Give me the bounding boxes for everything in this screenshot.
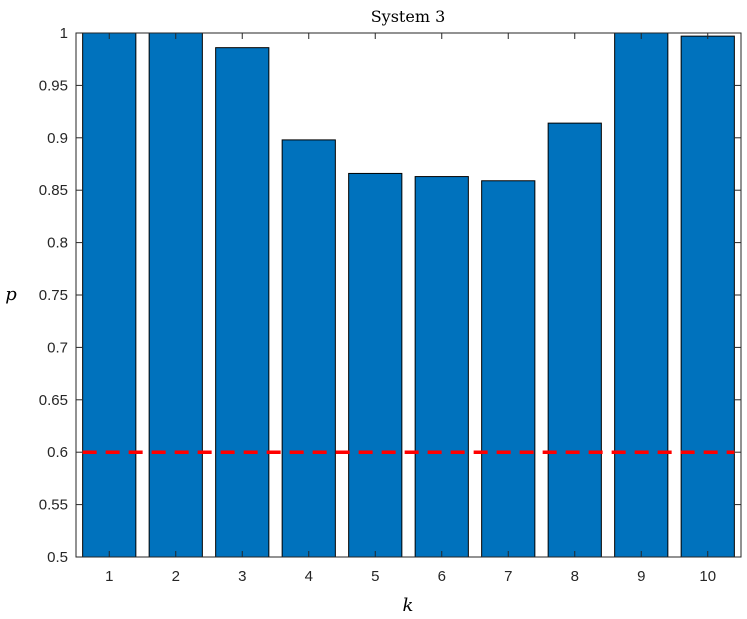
x-tick-label: 2: [172, 568, 180, 585]
chart-title: System 3: [371, 7, 446, 26]
y-tick-label: 0.7: [47, 339, 68, 356]
y-tick-label: 0.95: [39, 77, 68, 94]
x-tick-label: 7: [504, 568, 512, 585]
x-tick-label: 8: [571, 568, 579, 585]
bar-1: [82, 32, 137, 558]
x-tick-label: 3: [238, 568, 246, 585]
y-tick-label: 0.6: [47, 444, 68, 461]
x-axis-label: k: [403, 595, 414, 616]
x-axis-ticks: 1 2 3 4 5 6 7 8 9 10: [105, 33, 716, 585]
y-tick-label: 0.75: [39, 287, 68, 304]
y-axis-label: p: [5, 284, 17, 305]
x-tick-label: 1: [105, 568, 113, 585]
bar-5: [348, 172, 403, 558]
bar-10: [680, 35, 735, 558]
bar-9: [614, 32, 669, 558]
y-tick-label: 0.65: [39, 392, 68, 409]
y-tick-label: 0.85: [39, 182, 68, 199]
y-axis-ticks: 0.5 0.55 0.6 0.65 0.7 0.75 0.8 0.85 0.9 0.95 1: [39, 25, 741, 566]
x-tick-label: 4: [305, 568, 313, 585]
x-tick-label: 9: [637, 568, 645, 585]
x-tick-label: 10: [699, 568, 716, 585]
bar-7: [481, 180, 536, 558]
bar-8: [547, 122, 602, 558]
bar-2: [148, 32, 203, 558]
bar-3: [215, 47, 270, 558]
bar-4: [281, 139, 336, 558]
x-tick-label: 5: [371, 568, 379, 585]
y-tick-label: 0.55: [39, 497, 68, 514]
y-tick-label: 0.8: [47, 235, 68, 252]
x-tick-label: 6: [438, 568, 446, 585]
y-tick-label: 0.9: [47, 130, 68, 147]
y-tick-label: 1: [60, 25, 68, 42]
bar-6: [414, 176, 469, 558]
y-tick-label: 0.5: [47, 549, 68, 566]
bars-group: [82, 32, 735, 558]
